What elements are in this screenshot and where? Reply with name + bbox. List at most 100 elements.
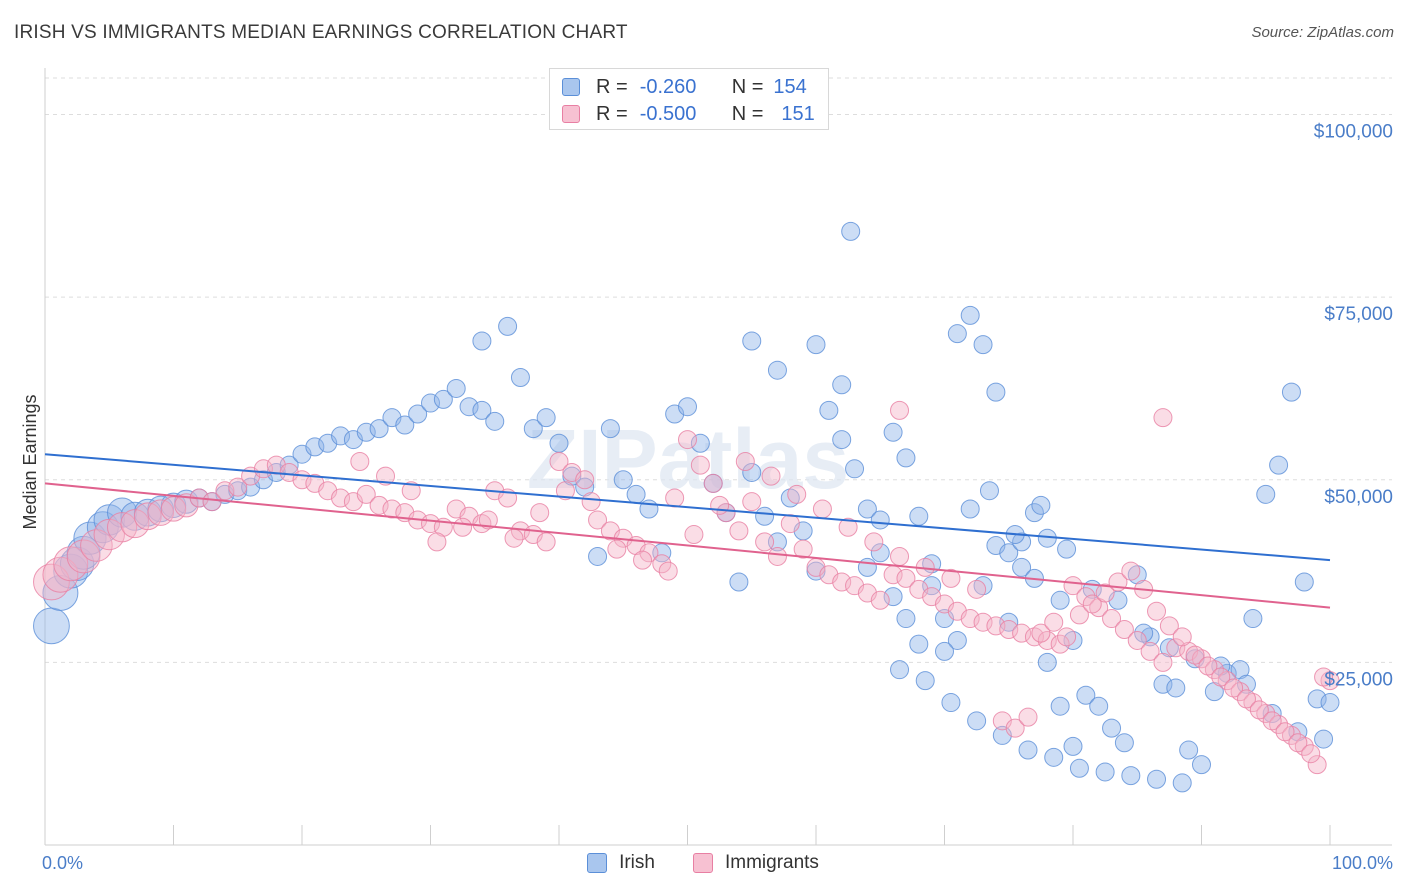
irish-swatch [562, 78, 580, 96]
irish-point [1294, 572, 1314, 592]
irish-point [742, 462, 762, 482]
immigrants-trend-line [44, 482, 1331, 609]
immigrants-point [690, 455, 710, 475]
y-tick-label: $75,000 [1324, 304, 1393, 325]
immigrants-point [536, 532, 556, 552]
immigrants-point [1275, 722, 1295, 742]
immigrants-point [633, 550, 653, 570]
immigrants-point [1076, 587, 1096, 607]
immigrants-point [427, 532, 447, 552]
immigrants-point [1236, 689, 1256, 709]
immigrants-point [870, 590, 890, 610]
immigrants-point [1166, 638, 1186, 658]
irish-point [767, 360, 787, 380]
immigrants-point [755, 532, 775, 552]
immigrants-point [1037, 630, 1057, 650]
irish-point [890, 660, 910, 680]
irish-point [999, 612, 1019, 632]
irish-point [973, 576, 993, 596]
immigrants-point [504, 528, 524, 548]
r-value: -0.500 [639, 102, 697, 125]
irish-point [857, 499, 877, 519]
immigrants-point [1185, 645, 1205, 665]
irish-point [600, 419, 620, 439]
trend-lines [44, 453, 1331, 609]
irish-point [845, 459, 865, 479]
irish-point [1057, 539, 1077, 559]
irish-point [922, 576, 942, 596]
irish-point [498, 316, 518, 336]
irish-point [588, 546, 608, 566]
immigrants-point [228, 477, 248, 497]
immigrants-point [960, 609, 980, 629]
irish-point [1179, 740, 1199, 760]
immigrants-point [780, 514, 800, 534]
irish-point [1192, 755, 1211, 775]
irish-point [690, 433, 710, 453]
immigrants-point [1153, 408, 1173, 428]
immigrants-point [967, 579, 987, 599]
immigrants-point [703, 473, 723, 493]
immigrants-point [665, 488, 685, 508]
immigrants-point [1192, 649, 1211, 669]
immigrants-point [710, 495, 730, 515]
immigrants-point [1018, 707, 1038, 727]
irish-point [1262, 704, 1282, 724]
r-label: R = [596, 75, 628, 98]
immigrants-point [729, 521, 749, 541]
immigrants-point [376, 466, 396, 486]
irish-point [1147, 769, 1167, 789]
stat-row-irish: R = -0.260 N = 154 [562, 74, 807, 100]
immigrants-point [1224, 678, 1244, 698]
irish-point [510, 367, 530, 387]
immigrants-point [1005, 718, 1025, 738]
irish-point [819, 400, 839, 420]
immigrants-point [1307, 755, 1327, 775]
irish-point [1320, 693, 1340, 713]
irish-point [1281, 382, 1301, 402]
tick-labels: $25,000 $50,000 $75,000 $100,000 0.0% 100.0% M… [20, 122, 1393, 873]
source-label: Source: ZipAtlas.com [1251, 24, 1394, 41]
immigrants-point [530, 503, 550, 523]
immigrants-point [716, 503, 736, 523]
immigrants-point [1127, 630, 1147, 650]
legend-item-irish[interactable]: Irish [587, 852, 655, 874]
x-tick-label-min: 0.0% [42, 853, 83, 873]
immigrants-point [890, 400, 910, 420]
irish-point [755, 506, 775, 526]
legend-swatch-irish [587, 853, 608, 873]
immigrants-point [1301, 744, 1321, 764]
irish-point [1018, 740, 1038, 760]
irish-point [1050, 696, 1070, 716]
irish-point [1089, 696, 1109, 716]
immigrants-point [1069, 605, 1089, 625]
immigrants-point [202, 492, 222, 512]
irish-point [1172, 773, 1192, 793]
immigrants-point [215, 481, 235, 501]
irish-point [1153, 674, 1173, 694]
irish-point [1063, 736, 1083, 756]
n-label: N = [731, 102, 764, 125]
immigrants-point [588, 510, 608, 530]
n-value: 154 [773, 75, 807, 98]
immigrants-point [896, 568, 916, 588]
irish-point [459, 397, 479, 417]
immigrants-point [1314, 667, 1334, 687]
immigrants-point [639, 543, 659, 563]
immigrants-point [838, 517, 858, 537]
legend-item-immigrants[interactable]: Immigrants [692, 852, 819, 874]
irish-point [1102, 718, 1122, 738]
immigrants-point [832, 572, 852, 592]
irish-point [626, 484, 646, 504]
irish-point [1121, 766, 1141, 786]
immigrants-point [1121, 561, 1141, 581]
y-tick-label: $50,000 [1324, 487, 1393, 508]
r-value: -0.260 [639, 75, 697, 98]
legend-label-irish: Irish [619, 852, 655, 873]
irish-point [742, 331, 762, 351]
irish-point [915, 671, 935, 691]
immigrants-point [66, 539, 101, 574]
immigrants-point [1217, 671, 1237, 691]
immigrants-point [120, 509, 150, 539]
